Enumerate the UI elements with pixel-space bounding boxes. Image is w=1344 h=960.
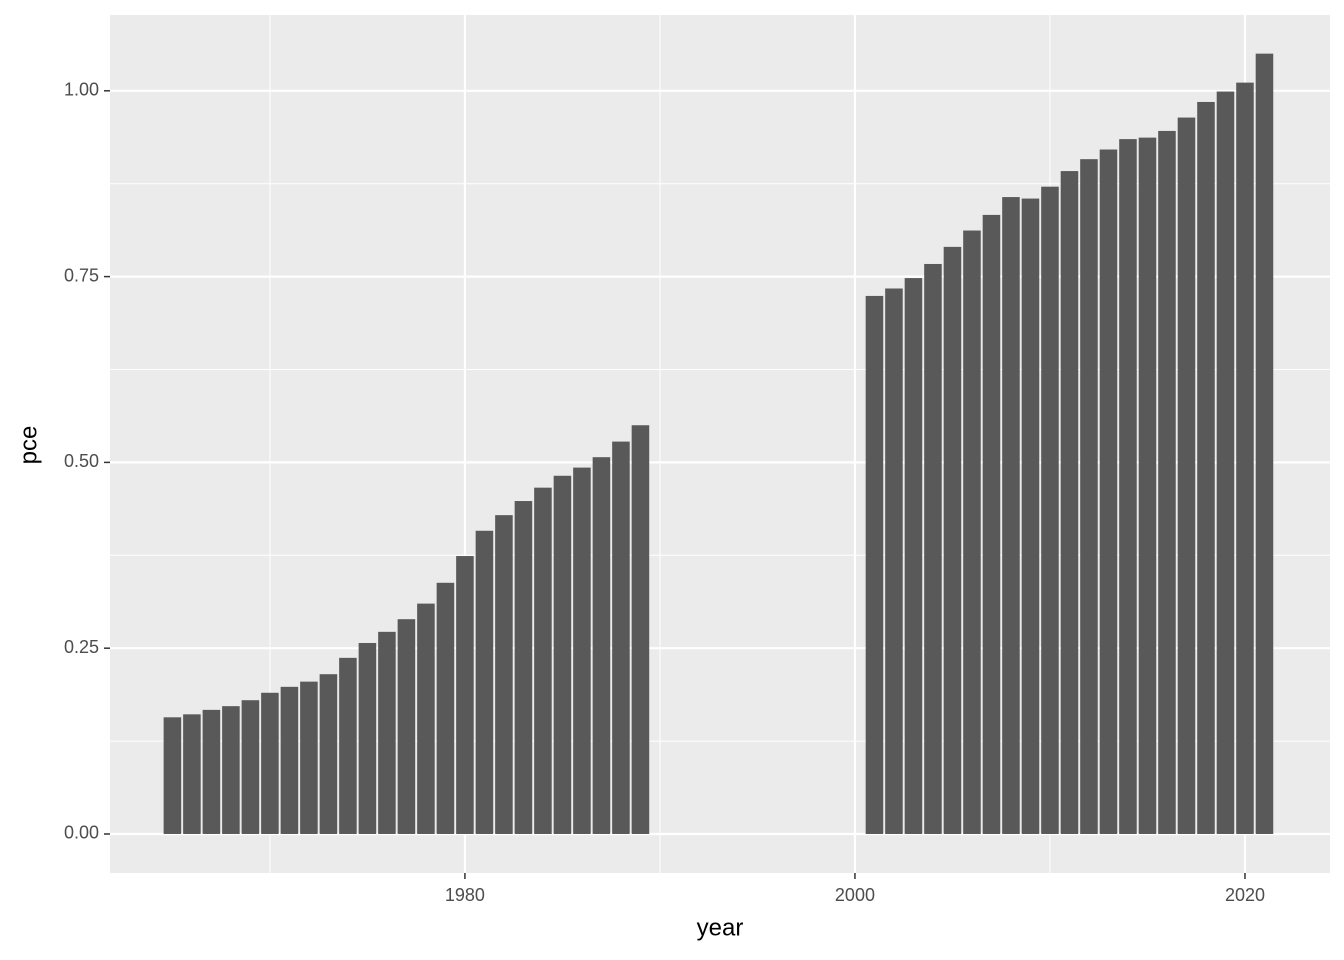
bar [163,717,182,834]
bar [573,467,591,834]
bar [1197,101,1215,834]
bar [963,230,981,834]
bar [1216,91,1235,834]
bar [1236,82,1254,834]
bar [436,582,455,834]
y-tick-label: 0.75 [64,265,99,285]
bar [592,457,611,834]
bar [534,487,552,834]
bar [261,692,279,834]
bar [1158,130,1176,834]
bar [397,619,416,834]
y-tick-label: 0.00 [64,823,99,843]
bar [924,263,942,834]
bar [943,246,962,834]
bar [1060,171,1079,834]
bar [631,425,650,834]
bar [280,686,299,834]
bar [241,700,260,834]
bar [904,278,923,834]
y-tick-label: 0.50 [64,451,99,471]
bar [417,603,435,834]
x-axis-label: year [697,914,744,941]
bar [495,515,513,834]
y-tick-label: 1.00 [64,80,99,100]
y-axis-label: pce [15,426,42,465]
bar [475,530,494,834]
bar [885,288,903,834]
bar [1138,137,1157,834]
bar [1080,159,1098,834]
bar [358,642,377,834]
bar [612,441,630,834]
bar [1021,198,1040,834]
bar [1099,149,1118,834]
bar [222,706,240,834]
bar [514,501,533,834]
bar [300,681,318,834]
bar [553,475,572,834]
bar [865,295,884,834]
bar [202,709,221,834]
bar [378,631,396,834]
x-tick-label: 2000 [835,885,875,905]
bar [456,556,474,834]
x-tick-label: 1980 [445,885,485,905]
x-tick-label: 2020 [1225,885,1265,905]
bar [1041,186,1059,834]
bar [339,657,357,834]
y-tick-label: 0.25 [64,637,99,657]
bar [183,714,201,834]
bar [1177,117,1196,834]
bar [1002,197,1020,834]
bar [982,214,1001,834]
bar [1119,139,1137,834]
bar [319,674,338,834]
bar [1255,53,1274,834]
